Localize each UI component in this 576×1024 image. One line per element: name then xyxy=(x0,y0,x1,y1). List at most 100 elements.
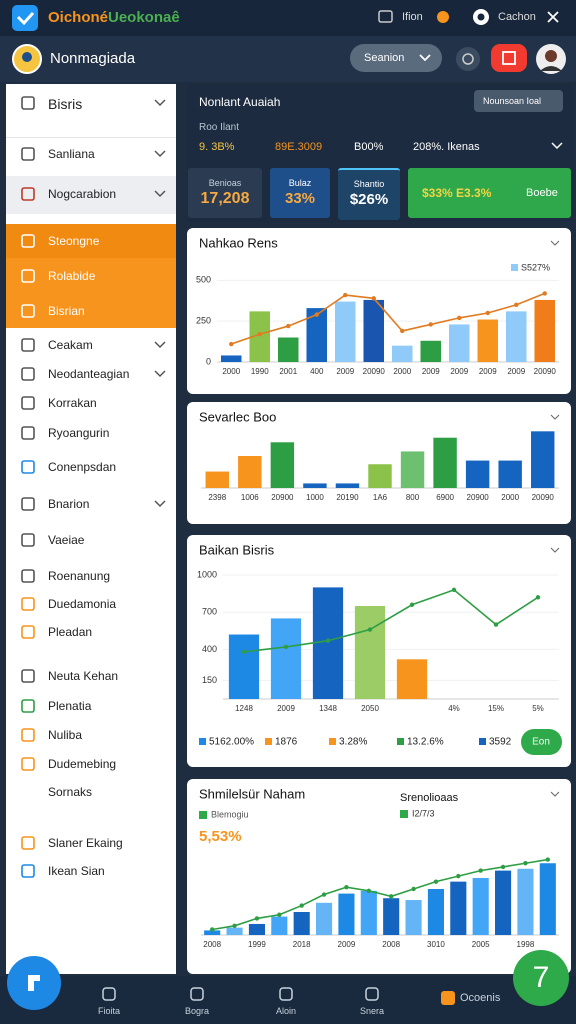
sidebar-item[interactable]: Neodanteagian xyxy=(48,367,130,381)
nav-item[interactable]: Ocoenis xyxy=(460,992,501,1004)
sidebar-item[interactable]: Pleadan xyxy=(48,625,93,639)
card-value: $33% E3.3% xyxy=(422,186,492,200)
chevron xyxy=(154,190,166,198)
trend-line xyxy=(230,292,546,345)
sidebar-item[interactable]: Sornaks xyxy=(48,785,93,799)
trend-point xyxy=(428,322,433,327)
top-item[interactable]: Ifion xyxy=(402,11,423,23)
sidebar-icon xyxy=(21,147,35,161)
sidebar-item[interactable]: Slaner Ekaing xyxy=(48,836,123,850)
sidebar-section xyxy=(6,84,176,135)
fab-right[interactable]: 7 xyxy=(513,950,569,1006)
stat: 208%. Ikenas xyxy=(413,141,480,153)
trend-point xyxy=(344,884,349,890)
x-tick-label: 20090 xyxy=(363,367,386,376)
icon xyxy=(473,9,489,25)
sidebar-item[interactable]: Sanliana xyxy=(48,147,95,161)
x-tick-label: 20900 xyxy=(467,493,490,502)
sidebar-item[interactable]: Bisris xyxy=(48,96,83,112)
close-button[interactable] xyxy=(546,10,560,24)
icon-shape xyxy=(365,987,379,1001)
sidebar-item[interactable]: Plenatia xyxy=(48,699,92,713)
bar xyxy=(450,881,467,935)
icon-button[interactable] xyxy=(455,46,481,72)
sidebar-item[interactable]: Rolabide xyxy=(48,269,96,283)
alert-button[interactable] xyxy=(491,44,527,72)
sidebar-icon xyxy=(21,96,35,110)
bar xyxy=(312,587,344,699)
user-avatar[interactable] xyxy=(535,43,567,75)
sidebar-icon xyxy=(21,426,35,440)
sidebar-item[interactable]: Vaeiae xyxy=(48,533,85,547)
bar xyxy=(249,311,271,362)
trend-point xyxy=(254,916,260,921)
stat-label: 3592 xyxy=(489,737,512,748)
icon-shape xyxy=(21,757,35,771)
bar xyxy=(277,337,299,362)
nav-item[interactable]: Aloin xyxy=(275,1006,296,1016)
trend-line xyxy=(212,858,548,931)
y-tick-label: 0 xyxy=(206,356,211,366)
nav-item[interactable]: Fioita xyxy=(97,1006,120,1016)
x-tick-label: 15% xyxy=(488,704,504,713)
fab-left[interactable] xyxy=(6,955,62,1011)
nav-item[interactable]: Bogra xyxy=(184,1006,210,1016)
sidebar-item[interactable]: Roenanung xyxy=(48,569,111,583)
chart-panel: Sevarlec Boo 2398 1006 20900 1000 20190 1A6 800… xyxy=(187,402,571,524)
x-tick-label: 2009 xyxy=(450,367,468,376)
sidebar-item[interactable]: Nogcarabion xyxy=(48,187,117,201)
y-tick-label: 1000 xyxy=(197,569,217,579)
x-tick-label: 20900 xyxy=(271,493,294,502)
bar xyxy=(363,299,385,362)
sidebar-item[interactable]: Bnarion xyxy=(48,497,90,511)
chevron xyxy=(550,547,560,553)
sidebar-icon xyxy=(21,699,35,713)
x-tick-label: 800 xyxy=(406,493,420,502)
x-tick-label: 2005 xyxy=(472,940,490,949)
chevron-path xyxy=(154,190,166,198)
bar xyxy=(316,902,333,935)
sidebar-item[interactable]: Ceakam xyxy=(48,338,93,352)
sidebar-item[interactable]: Bisrian xyxy=(48,304,85,318)
app-title: Ueokonaê xyxy=(108,9,180,26)
trend-point xyxy=(299,903,304,908)
app-logo xyxy=(12,5,38,31)
bar xyxy=(303,483,327,488)
chevron-path xyxy=(154,370,166,378)
icon-shape xyxy=(21,597,35,611)
trend-point xyxy=(286,323,291,329)
chart-panel: Shmilelsür Naham 2008 1999 2018 2009 2008 3010… xyxy=(187,779,571,974)
chart-title: Sevarlec Boo xyxy=(199,409,276,424)
x-tick-label: 1248 xyxy=(235,704,253,713)
top-item[interactable]: Cachon xyxy=(498,11,536,23)
sidebar-item[interactable]: Neuta Kehan xyxy=(48,669,119,683)
sidebar-item[interactable]: Steongne xyxy=(48,234,100,248)
note-swatch xyxy=(199,811,207,819)
sidebar-item[interactable]: Duedamonia xyxy=(48,597,117,611)
trend-point xyxy=(371,296,376,301)
x-tick-label: 20190 xyxy=(336,493,359,502)
sidebar-item[interactable]: Ikean Sian xyxy=(48,864,105,878)
chevron[interactable] xyxy=(551,141,563,151)
sidebar-item[interactable]: Conenpsdan xyxy=(48,460,117,474)
stat-button[interactable] xyxy=(521,729,562,755)
bar xyxy=(495,870,512,935)
bar xyxy=(400,451,425,488)
icon-shape xyxy=(21,96,35,110)
trend-point xyxy=(411,886,416,892)
sidebar-item[interactable]: Korrakan xyxy=(48,396,97,410)
summary-button[interactable]: Nounsoan Ioal xyxy=(474,90,563,112)
bar xyxy=(293,912,310,935)
bar xyxy=(396,659,428,699)
sidebar-item[interactable]: Dudemebing xyxy=(48,757,117,771)
nav-item[interactable]: Snera xyxy=(359,1006,385,1016)
chevron-path xyxy=(154,150,166,158)
bar xyxy=(205,471,229,488)
trend-point xyxy=(229,341,234,347)
sidebar-item[interactable]: Nuliba xyxy=(48,728,83,742)
sidebar-item[interactable]: Ryoangurin xyxy=(48,426,110,440)
icon-shape xyxy=(21,304,35,318)
chart: Baikan Bisris 150 400 700 1000 1248 2009 1348 20… xyxy=(197,542,562,755)
stat-card: Bulaz 33% xyxy=(270,168,330,218)
select-button[interactable]: Seanion xyxy=(350,44,442,72)
